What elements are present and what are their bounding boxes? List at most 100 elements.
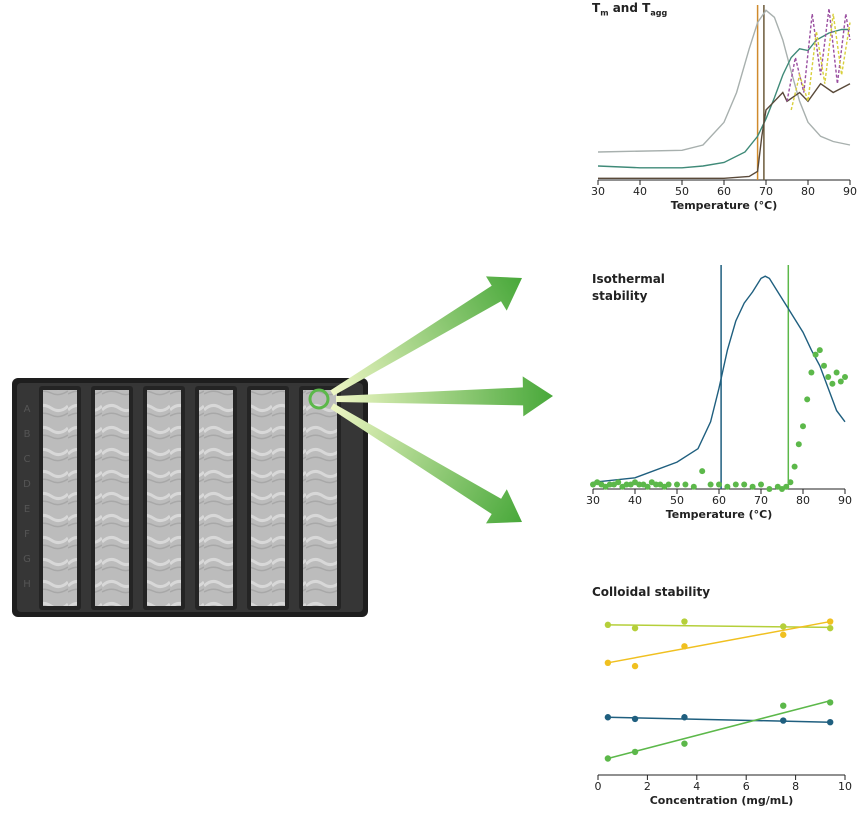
- data-point: [653, 481, 659, 488]
- data-point: [623, 481, 630, 488]
- x-tick-label: 50: [675, 185, 689, 198]
- x-tick-label: 50: [670, 494, 684, 507]
- data-point: [842, 374, 848, 380]
- x-tick-label: 4: [693, 780, 700, 793]
- arrow: [330, 403, 522, 524]
- data-point: [791, 463, 798, 470]
- x-tick-label: 0: [595, 780, 602, 793]
- data-point: [780, 717, 787, 724]
- chart-title: Colloidal stability: [592, 585, 711, 599]
- data-line: [598, 82, 851, 179]
- data-point: [716, 481, 722, 488]
- fit-line: [607, 624, 831, 629]
- x-tick-label: 30: [591, 185, 605, 198]
- data-point: [783, 483, 790, 490]
- row-label: A: [24, 404, 31, 415]
- data-point: [615, 479, 622, 486]
- data-point: [699, 468, 706, 475]
- x-tick-label: 90: [838, 494, 852, 507]
- data-point: [681, 714, 688, 721]
- row-label: E: [24, 504, 30, 515]
- data-point: [829, 380, 836, 387]
- data-point: [732, 481, 739, 488]
- x-tick-label: 70: [754, 494, 768, 507]
- data-point: [606, 481, 613, 488]
- data-point: [674, 481, 680, 488]
- well: [147, 390, 181, 606]
- data-point: [795, 441, 802, 448]
- data-point: [631, 748, 639, 756]
- x-tick-label: 70: [759, 185, 773, 198]
- x-tick-label: 40: [628, 494, 642, 507]
- row-label: C: [24, 454, 31, 465]
- data-point: [636, 481, 643, 488]
- data-point: [837, 378, 844, 385]
- data-point: [631, 624, 639, 632]
- data-point: [816, 347, 823, 354]
- x-tick-label: 90: [843, 185, 857, 198]
- well: [199, 390, 233, 606]
- row-label: B: [24, 429, 31, 440]
- row-label: D: [23, 479, 31, 490]
- row-label: F: [24, 529, 30, 540]
- x-tick-label: 2: [644, 780, 651, 793]
- data-point: [741, 481, 748, 488]
- arrow: [336, 376, 553, 417]
- data-point: [780, 702, 787, 709]
- data-point: [780, 631, 787, 638]
- data-point: [681, 618, 688, 625]
- data-point: [758, 481, 764, 488]
- data-point: [825, 374, 832, 380]
- well: [43, 390, 77, 606]
- data-point: [604, 621, 612, 629]
- row-label: H: [23, 579, 31, 590]
- x-tick-label: 30: [586, 494, 600, 507]
- data-point: [681, 740, 688, 747]
- data-line: [786, 8, 851, 102]
- data-point: [682, 481, 689, 488]
- fit-line: [607, 716, 831, 723]
- well: [251, 390, 285, 606]
- data-point: [690, 483, 697, 490]
- data-point: [631, 715, 639, 723]
- data-point: [826, 624, 834, 632]
- data-point: [812, 351, 819, 358]
- data-point: [749, 483, 756, 490]
- data-point: [644, 483, 651, 490]
- data-point: [780, 623, 787, 630]
- data-line: [597, 9, 851, 153]
- chart-title: Tm and Tagg: [592, 1, 668, 18]
- data-point: [826, 719, 834, 726]
- chart-title: Isothermal stability: [592, 272, 665, 303]
- data-point: [826, 618, 834, 625]
- fit-line: [607, 700, 831, 760]
- well-highlight: [308, 388, 330, 410]
- arrow: [330, 276, 522, 396]
- data-line: [592, 275, 846, 483]
- data-point: [787, 479, 794, 486]
- data-point: [681, 643, 688, 650]
- x-axis-label: Temperature (°C): [671, 199, 778, 212]
- data-line: [597, 28, 850, 169]
- data-point: [707, 481, 714, 488]
- data-point: [766, 486, 773, 492]
- x-tick-label: 80: [801, 185, 815, 198]
- plate: A B C D E F G H: [12, 378, 368, 617]
- data-point: [724, 483, 731, 490]
- data-point: [631, 662, 639, 670]
- x-tick-label: 80: [796, 494, 810, 507]
- data-point: [826, 699, 834, 706]
- x-tick-label: 8: [792, 780, 799, 793]
- data-point: [665, 481, 672, 488]
- x-tick-label: 6: [743, 780, 750, 793]
- data-point: [604, 659, 612, 666]
- x-axis-label: Concentration (mg/mL): [650, 794, 794, 807]
- data-point: [604, 755, 612, 762]
- fit-line: [607, 620, 831, 664]
- row-label: G: [23, 554, 31, 565]
- data-point: [804, 396, 811, 403]
- x-tick-label: 40: [633, 185, 647, 198]
- x-axis-label: Temperature (°C): [666, 508, 773, 521]
